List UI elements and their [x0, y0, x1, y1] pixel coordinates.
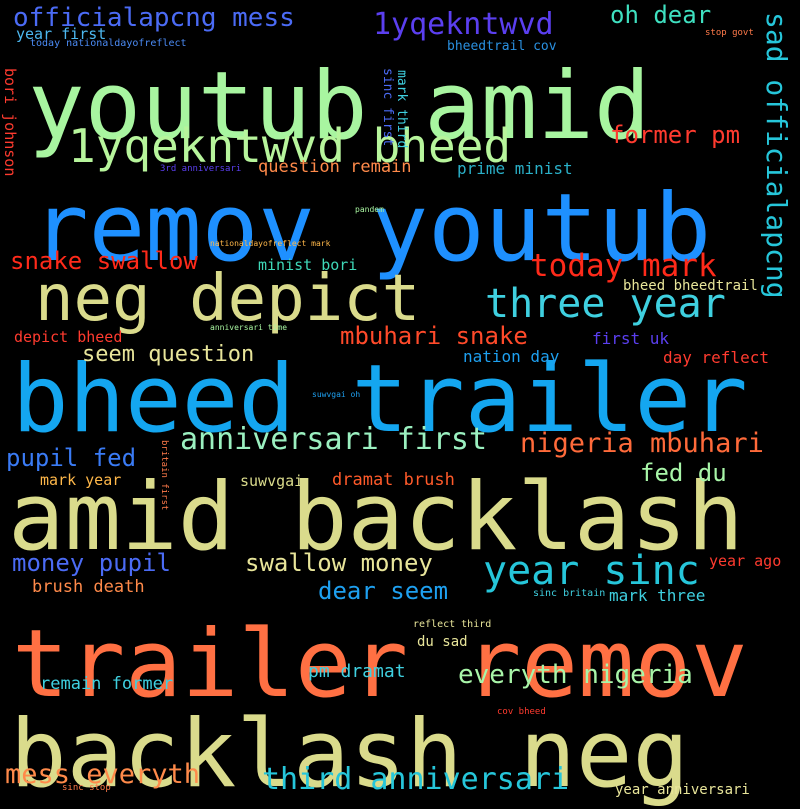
word-pm-dramat: pm dramat — [308, 660, 406, 682]
word-minist-bori: minist bori — [258, 256, 358, 274]
word-nationaldayofreflect-mark: nationaldayofreflect mark — [210, 238, 331, 248]
word-backlash-neg: backlash neg — [10, 699, 690, 809]
word-sad-officialapcng: sad officialapcng — [760, 12, 793, 299]
word-bheed-trailer: bheed trailer — [12, 344, 748, 454]
word-bori-johnson: bori johnson — [1, 68, 19, 177]
word-oh-dear: oh dear — [610, 0, 712, 29]
word-mark-third: mark third — [394, 70, 409, 149]
word-mark-three: mark three — [609, 586, 706, 606]
word-youtub-amid: youtub amid — [28, 51, 651, 161]
word-former-pm: former pm — [610, 120, 741, 149]
word-depict-bheed: depict bheed — [14, 328, 123, 346]
word-suwvgai: suwvgai — [240, 472, 304, 490]
word-1yqekntwvd-bheed: 1yqekntwvd bheed — [68, 119, 512, 174]
word-pandem: pandem — [355, 204, 384, 214]
word-first-uk: first uk — [592, 329, 670, 349]
word-anniversari-time: anniversari time — [210, 322, 288, 332]
word-day-reflect: day reflect — [663, 348, 769, 368]
word-nation-day: nation day — [463, 347, 560, 367]
word-seem-question: seem question — [82, 342, 255, 368]
word-sinc-first: sinc first — [380, 68, 395, 147]
word-remain-former: remain former — [40, 674, 174, 695]
word-officialapcng-mess: officialapcng mess — [13, 3, 295, 34]
word-money-pupil: money pupil — [12, 548, 171, 577]
word-sinc-britain: sinc britain — [533, 588, 606, 599]
word-3rd-anniversari: 3rd anniversari — [160, 163, 242, 174]
word-everyth-nigeria: everyth nigeria — [458, 660, 693, 691]
word-snake-swallow: snake swallow — [10, 246, 198, 275]
word-three-year: three year — [485, 281, 726, 327]
word-nigeria-mbuhari: nigeria mbuhari — [520, 428, 764, 460]
word-trailer-remov: trailer remov — [12, 609, 748, 719]
word-today-nationaldayofreflect: today nationaldayofreflect — [30, 38, 187, 49]
word-fed-du: fed du — [640, 458, 727, 487]
word-bheedtrail-cov: bheedtrail cov — [447, 38, 557, 54]
word-1yqekntwvd: 1yqekntwvd — [373, 7, 554, 42]
word-cov-bheed: cov bheed — [497, 706, 546, 717]
word-du-sad: du sad — [417, 633, 468, 650]
word-dramat-brush: dramat brush — [332, 470, 455, 491]
word-amid-backlash: amid backlash — [8, 462, 744, 572]
word-today-mark: today mark — [530, 248, 717, 285]
word-question-remain: question remain — [258, 157, 412, 178]
word-neg-depict: neg depict — [35, 261, 421, 336]
word-year-anniversari: year anniversari — [615, 781, 750, 798]
word-brush-death: brush death — [32, 577, 145, 598]
word-pupil-fed: pupil fed — [6, 443, 137, 472]
word-year-first: year first — [16, 25, 107, 43]
word-year-sinc: year sinc — [483, 548, 700, 594]
word-anniversari-first: anniversari first — [180, 422, 488, 457]
word-sinc-stop: sinc stop — [62, 782, 111, 793]
word-suwvgai-oh: suwvgai oh — [312, 389, 361, 399]
word-remov-youtub: remov youtub — [32, 173, 712, 283]
word-dear-seem: dear seem — [318, 576, 449, 605]
word-bheed-bheedtrail: bheed bheedtrail — [623, 277, 758, 294]
word-stop-govt: stop govt — [705, 27, 754, 38]
word-mark-year: mark year — [40, 471, 122, 489]
word-britain-first: britain first — [159, 440, 169, 511]
word-mess-everyth: mess everyth — [5, 759, 201, 791]
word-prime-minist: prime minist — [457, 159, 573, 179]
word-third-anniversari: third anniversari — [262, 762, 570, 797]
word-reflect-third: reflect third — [413, 619, 492, 630]
word-swallow-money: swallow money — [245, 548, 433, 577]
word-year-ago: year ago — [709, 552, 782, 570]
word-mbuhari-snake: mbuhari snake — [340, 321, 528, 350]
